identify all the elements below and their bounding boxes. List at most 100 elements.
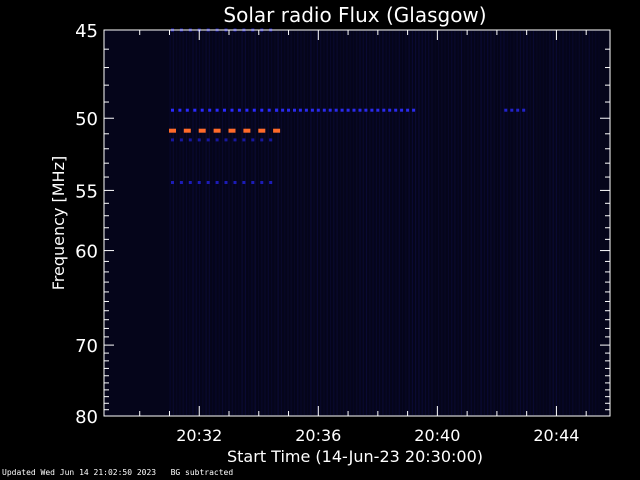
weak-emission-mark <box>224 138 228 142</box>
mid-emission-mark <box>260 108 264 112</box>
noise-stripe <box>555 31 557 415</box>
noise-stripe <box>372 31 374 415</box>
noise-stripe <box>235 31 237 415</box>
noise-stripe <box>300 31 302 415</box>
noise-stripe <box>490 31 492 415</box>
noise-stripe <box>572 31 574 415</box>
mid-emission-mark <box>252 108 256 112</box>
noise-stripe <box>225 31 227 415</box>
strong-emission-mark <box>273 128 281 133</box>
weak-emission-mark <box>224 181 228 184</box>
mid-emission-mark <box>394 108 398 112</box>
noise-stripe <box>303 31 305 415</box>
noise-stripe <box>362 31 364 415</box>
weak-emission-mark <box>215 138 219 142</box>
noise-stripe <box>529 31 531 415</box>
weak-emission-mark <box>242 138 246 142</box>
mid-emission-mark <box>171 108 174 112</box>
noise-stripe <box>336 31 338 415</box>
noise-stripe <box>339 31 341 415</box>
noise-stripe <box>411 31 413 415</box>
noise-stripe <box>343 31 345 415</box>
mid-emission-mark <box>322 108 326 112</box>
noise-stripe <box>231 31 233 415</box>
noise-stripe <box>578 31 580 415</box>
noise-stripe <box>169 31 171 415</box>
weak-emission-mark <box>171 138 174 142</box>
x-tick-label: 20:36 <box>295 426 341 445</box>
strong-emission-mark <box>228 128 236 133</box>
y-tick-label: 55 <box>75 181 98 202</box>
noise-stripe <box>591 31 593 415</box>
x-tick-label: 20:40 <box>414 426 460 445</box>
mid-emission-mark <box>340 108 344 112</box>
noise-stripe <box>398 31 400 415</box>
noise-stripe <box>568 31 571 415</box>
noise-stripe <box>221 31 224 415</box>
noise-stripe <box>251 31 253 415</box>
noise-stripe <box>447 31 449 415</box>
noise-stripe <box>428 31 430 415</box>
noise-stripe <box>205 31 207 415</box>
noise-stripe <box>359 31 361 415</box>
y-tick-label: 45 <box>75 21 98 42</box>
noise-stripe <box>323 31 325 415</box>
noise-stripe <box>487 31 489 415</box>
noise-stripe <box>277 31 279 415</box>
noise-stripe <box>257 31 260 415</box>
mid-emission-mark <box>223 108 226 112</box>
noise-stripe <box>248 31 250 415</box>
strong-emission-mark <box>183 128 191 133</box>
noise-stripe <box>274 31 276 415</box>
noise-stripe <box>493 31 495 415</box>
noise-stripe <box>588 31 590 415</box>
strong-emission-mark <box>169 128 176 133</box>
noise-stripe <box>532 31 535 415</box>
noise-stripe <box>218 31 220 415</box>
noise-stripe <box>418 31 420 415</box>
weak-emission-mark <box>197 138 201 142</box>
plot-frame <box>103 29 611 417</box>
mid-emission-mark <box>516 108 520 112</box>
noise-stripe <box>562 31 564 415</box>
strong-emission-mark <box>198 128 206 133</box>
noise-stripe <box>254 31 256 415</box>
noise-stripe <box>438 31 440 415</box>
mid-emission-mark <box>388 108 392 112</box>
mid-emission-mark <box>352 108 356 112</box>
noise-stripe <box>388 31 390 415</box>
noise-stripe <box>352 31 354 415</box>
weak-emission-mark <box>188 138 192 142</box>
noise-stripe <box>189 31 191 415</box>
weak-emission-mark <box>215 181 219 184</box>
noise-stripe <box>329 31 332 415</box>
weak-emission-mark <box>179 181 183 184</box>
weak-emission-mark <box>206 181 210 184</box>
weak-emission-mark <box>179 138 183 142</box>
mid-emission-mark <box>185 108 189 112</box>
noise-stripe <box>385 31 387 415</box>
mid-emission-mark <box>230 108 234 112</box>
noise-stripe <box>431 31 433 415</box>
x-axis-label: Start Time (14-Jun-23 20:30:00) <box>227 447 483 466</box>
time-stripes <box>169 31 600 415</box>
noise-stripe <box>349 31 351 415</box>
mid-emission-mark <box>358 108 362 112</box>
y-tick-label: 60 <box>75 242 98 263</box>
y-tick-label: 80 <box>75 407 98 428</box>
noise-stripe <box>185 31 188 415</box>
noise-stripe <box>310 31 312 415</box>
updated-timestamp: Updated Wed Jun 14 21:02:50 2023 <box>2 468 157 477</box>
mid-emission-mark <box>334 108 338 112</box>
noise-stripe <box>215 31 217 415</box>
noise-stripe <box>415 31 417 415</box>
noise-stripe <box>460 31 463 415</box>
noise-stripe <box>582 31 584 415</box>
mid-emission-mark <box>193 108 197 112</box>
mid-emission-mark <box>310 108 314 112</box>
noise-stripe <box>470 31 472 415</box>
mid-emission-mark <box>287 108 290 112</box>
strong-emission-mark <box>243 128 251 133</box>
mid-emission-mark <box>328 108 332 112</box>
mid-emission-mark <box>412 108 416 112</box>
